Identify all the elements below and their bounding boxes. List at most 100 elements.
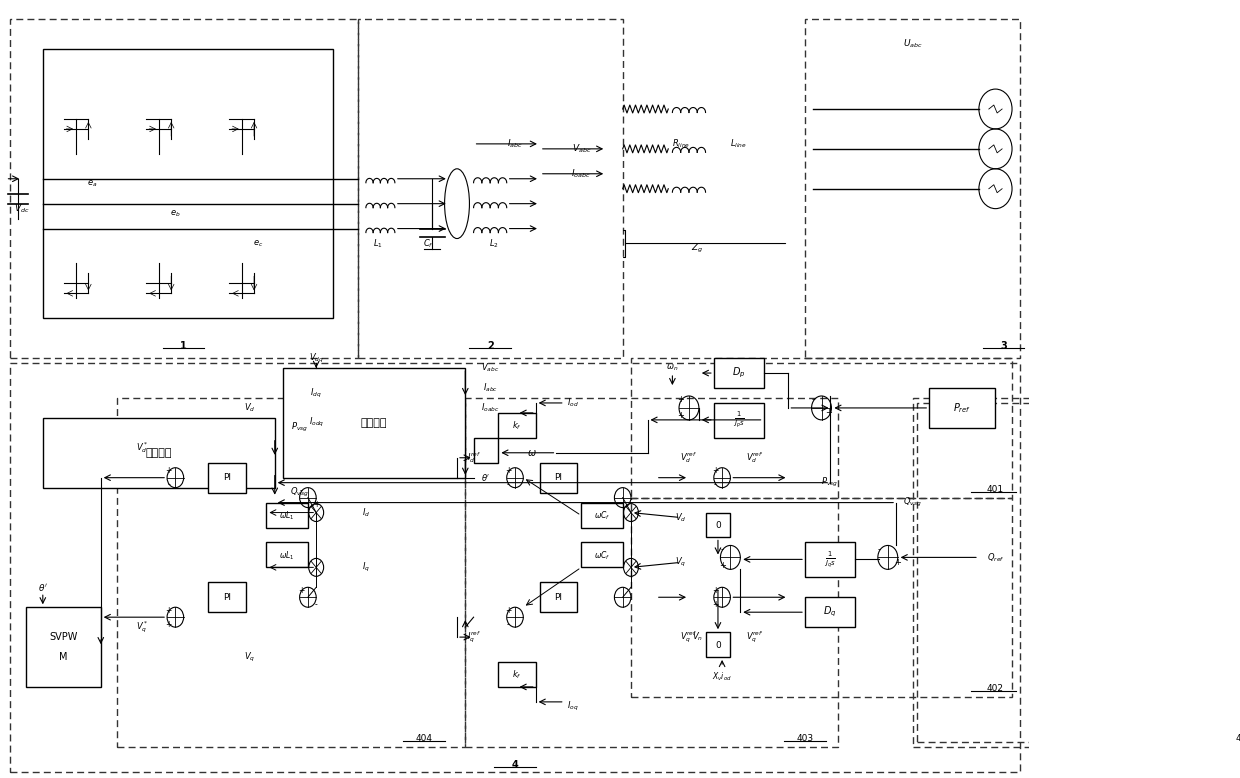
Text: $V_{dq}$: $V_{dq}$ bbox=[309, 352, 324, 365]
Bar bbox=[582, 542, 622, 567]
Text: $I_{abc}$: $I_{abc}$ bbox=[482, 382, 497, 394]
Text: $V_{abc}$: $V_{abc}$ bbox=[572, 142, 591, 155]
Text: $\theta'$: $\theta'$ bbox=[38, 582, 47, 593]
Text: +: + bbox=[165, 619, 172, 629]
Text: $X_v i_{od}$: $X_v i_{od}$ bbox=[712, 671, 732, 683]
Text: $I_d$: $I_d$ bbox=[362, 506, 370, 519]
Text: $V_{abc}$: $V_{abc}$ bbox=[481, 362, 500, 374]
Text: -: - bbox=[507, 480, 510, 489]
Bar bbox=[539, 463, 577, 492]
Bar bbox=[43, 418, 275, 488]
Text: 402: 402 bbox=[987, 685, 1004, 693]
Text: 0: 0 bbox=[715, 521, 720, 530]
Text: $Z_g$: $Z_g$ bbox=[691, 242, 703, 255]
Text: $P_{vsg}$: $P_{vsg}$ bbox=[821, 476, 838, 489]
Bar bbox=[706, 633, 730, 657]
Bar bbox=[929, 388, 996, 428]
Bar bbox=[582, 503, 622, 527]
Text: +: + bbox=[677, 395, 684, 405]
Text: $e_a$: $e_a$ bbox=[87, 178, 98, 189]
Text: $I_{od}$: $I_{od}$ bbox=[567, 397, 579, 409]
Text: +: + bbox=[165, 466, 172, 475]
Text: +: + bbox=[677, 412, 684, 420]
Text: 功率计算: 功率计算 bbox=[145, 448, 172, 457]
Bar bbox=[714, 358, 764, 388]
Text: +: + bbox=[719, 561, 725, 569]
Bar bbox=[539, 582, 577, 612]
Text: +: + bbox=[505, 466, 512, 475]
Bar bbox=[283, 368, 465, 478]
Text: $V_q^{ref}$: $V_q^{ref}$ bbox=[681, 629, 698, 645]
Text: $V_q^*$: $V_q^*$ bbox=[136, 619, 149, 635]
Text: $V_q^{ref'}$: $V_q^{ref'}$ bbox=[746, 629, 764, 645]
Text: +: + bbox=[825, 408, 832, 418]
Text: $I_q^{ref}$: $I_q^{ref}$ bbox=[466, 629, 481, 645]
Text: $L_1$: $L_1$ bbox=[373, 237, 383, 250]
Bar bbox=[118, 398, 465, 747]
Text: $P_{vsg}$: $P_{vsg}$ bbox=[291, 422, 309, 434]
Bar bbox=[631, 358, 1012, 498]
Text: $Q_{ref}$: $Q_{ref}$ bbox=[987, 551, 1004, 563]
Bar bbox=[706, 513, 730, 538]
Text: -: - bbox=[878, 545, 880, 554]
Text: -: - bbox=[167, 480, 170, 489]
Bar bbox=[498, 413, 536, 438]
Text: $L_{line}$: $L_{line}$ bbox=[730, 138, 748, 150]
Text: $I_{abc}$: $I_{abc}$ bbox=[507, 138, 523, 150]
Text: M: M bbox=[60, 652, 68, 662]
Text: 1: 1 bbox=[180, 342, 187, 351]
Text: $I_q$: $I_q$ bbox=[362, 561, 370, 574]
Bar bbox=[714, 403, 764, 438]
Text: $I_{oabc}$: $I_{oabc}$ bbox=[572, 167, 591, 180]
Text: 4: 4 bbox=[512, 759, 518, 769]
Text: $\omega C_f$: $\omega C_f$ bbox=[594, 549, 610, 562]
Text: SVPW: SVPW bbox=[50, 632, 78, 642]
Bar bbox=[208, 463, 246, 492]
Text: +: + bbox=[712, 600, 719, 608]
Text: $V_{dc}$: $V_{dc}$ bbox=[15, 202, 30, 215]
Text: $I_{dq}$: $I_{dq}$ bbox=[310, 387, 322, 400]
Text: $\frac{1}{J_p s}$: $\frac{1}{J_p s}$ bbox=[733, 410, 745, 430]
Text: 401: 401 bbox=[987, 485, 1004, 494]
Text: $k_f$: $k_f$ bbox=[512, 669, 522, 682]
Text: $Q_{vsg}$: $Q_{vsg}$ bbox=[903, 496, 923, 509]
Text: 3: 3 bbox=[1001, 342, 1007, 351]
Text: $\omega$: $\omega$ bbox=[527, 448, 537, 457]
Text: +: + bbox=[165, 606, 172, 615]
Text: $U_{abc}$: $U_{abc}$ bbox=[903, 38, 923, 51]
Text: 2: 2 bbox=[487, 342, 494, 351]
Text: $I_{oq}$: $I_{oq}$ bbox=[567, 700, 579, 713]
Text: 404: 404 bbox=[1235, 734, 1240, 743]
Text: $e_c$: $e_c$ bbox=[253, 238, 263, 249]
Bar bbox=[267, 503, 308, 527]
Text: $V_d^*$: $V_d^*$ bbox=[136, 440, 149, 455]
Text: -: - bbox=[507, 619, 510, 629]
Text: +: + bbox=[505, 606, 512, 615]
Bar bbox=[498, 662, 536, 687]
Text: $P_{ref}$: $P_{ref}$ bbox=[954, 401, 971, 415]
Text: +: + bbox=[298, 586, 305, 594]
Text: $\omega L_1$: $\omega L_1$ bbox=[279, 549, 295, 562]
Text: -: - bbox=[720, 545, 724, 554]
Bar bbox=[10, 363, 1021, 772]
Text: $V_d$: $V_d$ bbox=[244, 401, 255, 414]
Text: 404: 404 bbox=[415, 734, 433, 743]
Text: $\theta'$: $\theta'$ bbox=[481, 472, 491, 483]
Text: $V_d$: $V_d$ bbox=[675, 511, 687, 524]
Text: $C_f$: $C_f$ bbox=[423, 237, 433, 250]
Text: PI: PI bbox=[554, 593, 562, 601]
Text: +: + bbox=[712, 466, 719, 475]
Bar bbox=[26, 607, 100, 687]
Text: 0: 0 bbox=[715, 640, 720, 650]
Text: $L_2$: $L_2$ bbox=[490, 237, 500, 250]
Text: $V_q$: $V_q$ bbox=[244, 650, 255, 664]
Bar bbox=[916, 403, 1240, 741]
Bar bbox=[465, 398, 838, 747]
Text: $\omega C_f$: $\omega C_f$ bbox=[594, 510, 610, 522]
Text: -: - bbox=[714, 480, 717, 489]
Text: -: - bbox=[315, 600, 317, 608]
Text: $e_b$: $e_b$ bbox=[170, 209, 181, 219]
Text: $\frac{1}{J_q s}$: $\frac{1}{J_q s}$ bbox=[823, 549, 836, 569]
Bar bbox=[913, 398, 1240, 747]
Text: $R_{line}$: $R_{line}$ bbox=[672, 138, 689, 150]
